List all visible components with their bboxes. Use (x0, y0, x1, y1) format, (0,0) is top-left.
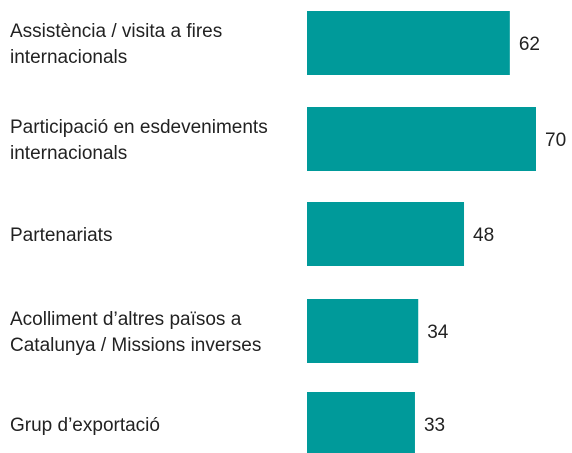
value-label-3: 34 (427, 322, 449, 343)
value-label-1: 70 (545, 130, 566, 151)
value-label-4: 33 (424, 415, 445, 436)
value-label-0: 62 (519, 34, 540, 55)
category-label-3-line-1: Catalunya / Missions inverses (10, 335, 261, 356)
category-label-1-line-1: internacionals (10, 143, 127, 164)
bar-4 (307, 392, 415, 453)
bar-3 (307, 299, 419, 363)
bar-2 (307, 202, 465, 266)
value-label-2: 48 (473, 225, 494, 246)
category-label-0-line-0: Assistència / visita a fires (10, 21, 222, 42)
category-label-3-line-0: Acolliment d’altres països a (10, 309, 242, 330)
bar-0 (307, 11, 510, 75)
bar-1 (307, 107, 536, 171)
category-label-2-line-0: Partenariats (10, 225, 112, 246)
category-label-1-line-0: Participació en esdeveniments (10, 117, 268, 138)
category-label-0-line-1: internacionals (10, 47, 127, 68)
category-label-4-line-0: Grup d’exportació (10, 415, 160, 436)
